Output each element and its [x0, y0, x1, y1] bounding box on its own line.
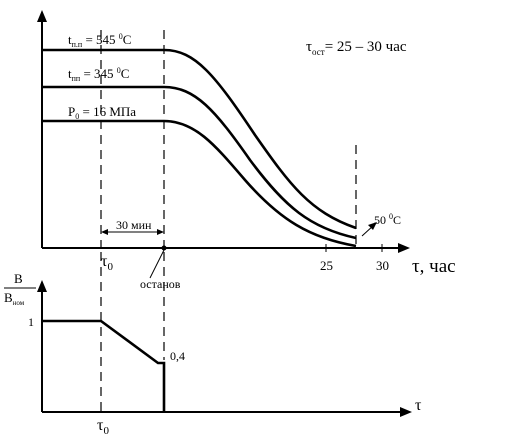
bottom-y-label-denominator: Bном: [4, 290, 25, 307]
curve-label-steam: tпп = 345 0C: [68, 66, 129, 83]
bottom-x-axis-arrow-icon: [400, 407, 412, 417]
end-temp-label: 50 0C: [374, 212, 401, 227]
stop-point: [161, 245, 167, 251]
curve-steam-temperature: [42, 85, 357, 240]
top-y-axis-arrow-icon: [37, 10, 47, 22]
x-tick-label-25: 25: [320, 258, 333, 273]
top-chart: 30 мин останов 25 30 τ, час τ0 tп.п = 54…: [37, 10, 456, 291]
stop-label: останов: [140, 277, 181, 291]
bottom-tau0-label: τ0: [97, 417, 109, 437]
interval-label: 30 мин: [116, 218, 152, 232]
interval-arrow-left-icon: [101, 229, 108, 235]
bottom-y-label-numerator: B: [14, 271, 23, 286]
level-label: 0,4: [170, 349, 185, 363]
curve-pressure: [42, 119, 357, 248]
load-curve: [42, 319, 166, 412]
interval-arrow-right-icon: [157, 229, 164, 235]
x-tick-label-30: 30: [376, 258, 389, 273]
top-x-axis-label: τ, час: [412, 256, 456, 277]
bottom-y-axis-arrow-icon: [37, 280, 47, 292]
end-temp-arrow-icon: [368, 222, 377, 230]
curve-label-superheat: tп.п = 545 0C: [68, 32, 131, 49]
curve-label-pressure: P0 = 16 МПа: [68, 104, 136, 121]
curve-superheat-temperature: [42, 48, 357, 230]
bottom-x-axis-label: τ: [415, 397, 422, 414]
bottom-y-tick-1: 1: [28, 315, 34, 329]
top-x-axis-arrow-icon: [398, 243, 410, 253]
duration-label: τост= 25 – 30 час: [306, 39, 407, 57]
stop-leader-line: [149, 249, 165, 279]
top-tau0-label: τ0: [101, 253, 113, 273]
bottom-chart: B Bном 1 0,4 τ τ0: [4, 252, 422, 437]
